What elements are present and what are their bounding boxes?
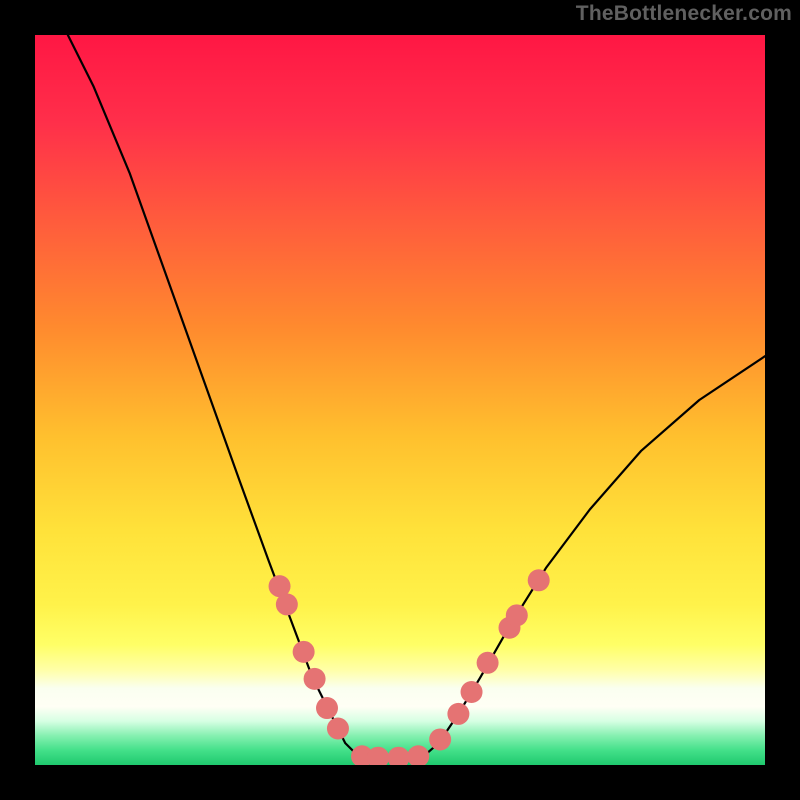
- chart-canvas: TheBottlenecker.com: [0, 0, 800, 800]
- marker-point: [304, 668, 326, 690]
- marker-point: [327, 718, 349, 740]
- marker-point: [461, 681, 483, 703]
- marker-point: [429, 728, 451, 750]
- marker-point: [447, 703, 469, 725]
- marker-point: [477, 652, 499, 674]
- marker-point: [276, 593, 298, 615]
- marker-point: [506, 604, 528, 626]
- marker-point: [407, 745, 429, 767]
- chart-svg: [0, 0, 800, 800]
- marker-point: [316, 697, 338, 719]
- plot-background: [35, 35, 765, 765]
- marker-point: [528, 569, 550, 591]
- watermark-text: TheBottlenecker.com: [576, 2, 792, 26]
- marker-point: [293, 641, 315, 663]
